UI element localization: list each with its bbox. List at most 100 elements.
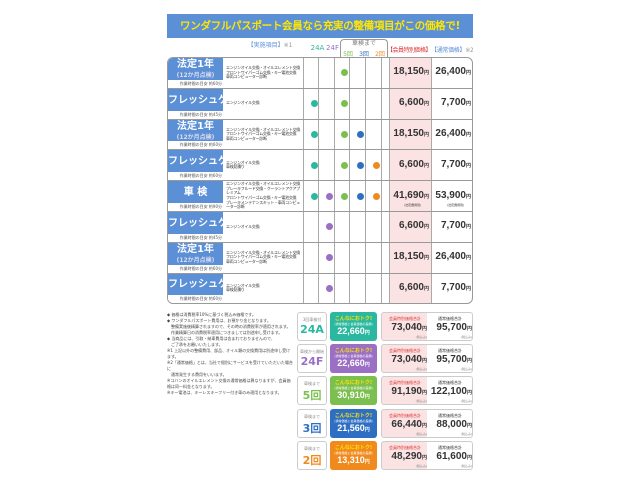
table-row: 法定1年 (12か月点検) 作業時間の目安 約60分 エンジンオイル交換・オイルエレメ… [168, 242, 472, 274]
column-divider [334, 181, 335, 211]
included-dot-24A [311, 192, 318, 200]
normal-total: 61,600円 [428, 451, 472, 462]
table-row: 法定1年 (12か月点検) 作業時間の目安 約60分 エンジンオイル交換・オイルエレメ… [168, 119, 472, 151]
column-divider [389, 212, 390, 242]
yen: 円 [465, 285, 471, 292]
member-total: 91,190円 [383, 386, 427, 397]
member-total: 73,040円 [383, 322, 427, 333]
description-line: 車検見積り [226, 164, 245, 170]
total-box: 会員特別価格合計 73,040円 (税込み) 通常価格合計 95,700円 (税込み) [381, 344, 473, 374]
total-box: 会員特別価格合計 66,440円 (税込み) 通常価格合計 88,000円 (税込み) [381, 408, 473, 438]
column-divider [303, 273, 304, 303]
yen: 円 [465, 131, 471, 138]
description-line: フロントワイパーゴム交換・キー電池交換 [226, 69, 297, 75]
column-divider [318, 273, 319, 303]
header-normal-label: 【通常価格】 [431, 47, 466, 54]
note-line: 整備実施後精算されますので、その時の消費税率が適用されます。 [167, 324, 291, 329]
note-line: 通常発生する費用をいいます。 [167, 372, 227, 377]
column-divider [389, 119, 390, 150]
row-subtitle: (12か月点検) [176, 133, 215, 141]
yen: 円 [465, 70, 471, 77]
total-box: 会員特別価格合計 48,290円 (税込み) 通常価格合計 61,600円 (税込み) [381, 440, 473, 470]
savings-value: 13,310 [337, 454, 365, 465]
row-label: 車 検 [168, 181, 223, 204]
column-divider [303, 212, 304, 242]
included-dot-2 [373, 192, 380, 200]
normal-total-value: 122,100 [430, 386, 467, 398]
column-divider [334, 273, 335, 303]
description-line: エンジンオイル交換・オイルエレメント交換 [226, 65, 300, 70]
row-time: 作業時間の目安 約45分 [168, 110, 223, 119]
yen: 円 [364, 394, 370, 401]
column-divider [431, 150, 432, 181]
column-divider [381, 212, 382, 242]
savings-box: こんなにおトク! (通常価格と会員価格の差額) 22,660円 [330, 344, 377, 374]
row-time: 作業時間の目安 約60分 [168, 79, 223, 88]
plan-label-big: 24A [300, 323, 324, 336]
description-line: 車両コンピューター診断 [226, 74, 267, 80]
member-total: 48,290円 [383, 451, 427, 462]
yen: 円 [466, 326, 472, 332]
member-total-label: 会員特別価格合計 [389, 444, 421, 450]
normal-total-value: 95,700 [436, 354, 467, 366]
normal-total-value: 88,000 [436, 418, 467, 430]
tax-label: (税込み) [460, 463, 472, 468]
column-divider [389, 242, 390, 273]
savings-heading: こんなにおトク! [334, 316, 373, 322]
included-dot-3 [357, 130, 364, 138]
normal-price: 53,900円 [431, 190, 471, 201]
column-divider [389, 58, 390, 88]
normal-price: 26,400円 [431, 251, 471, 262]
header-items-note: ※1 [283, 42, 293, 49]
header-2: 2回 [375, 51, 385, 58]
row-title: 法定1年 [177, 59, 214, 71]
header-until: 車検まで [340, 39, 388, 57]
column-divider [303, 242, 304, 273]
note-line: ※2「通常価格」とは、当社で個別にサービスを受けていただいた場合に [167, 360, 293, 371]
plan-label-big: 2回 [302, 453, 322, 467]
row-label: フレッシュケア [168, 273, 238, 297]
normal-price: 7,700円 [431, 220, 471, 231]
column-divider [349, 58, 350, 88]
member-price: 6,600円 [389, 159, 429, 170]
normal-price-value: 7,700 [440, 281, 466, 293]
included-dot-5 [341, 69, 348, 77]
yen: 円 [423, 70, 429, 77]
row-time: 作業時間の目安 約45分 [168, 233, 223, 242]
column-divider [303, 181, 304, 211]
member-price: 41,690円 [389, 190, 429, 201]
tax-label: (税込み) [415, 463, 427, 468]
column-divider [334, 212, 335, 242]
column-divider [318, 242, 319, 273]
column-divider [349, 212, 350, 242]
member-total-label: 会員特別価格合計 [389, 412, 421, 418]
row-time: 作業時間の目安 約60分 [168, 141, 223, 150]
header-items-label: 【実施項目】 [247, 42, 284, 49]
member-price-bg [389, 150, 431, 181]
member-price-bg [389, 273, 431, 303]
member-price: 18,150円 [389, 251, 429, 262]
column-divider [334, 150, 335, 181]
table-row: フレッシュケア 作業時間の目安 約60分 エンジンオイル交換 車検見積り 6,600円 7… [168, 273, 472, 303]
member-total-value: 48,290 [391, 450, 422, 462]
description-line: 車両コンピューター診断 [226, 135, 267, 141]
included-dot-2 [373, 161, 380, 169]
column-divider [334, 119, 335, 150]
column-divider [431, 273, 432, 303]
column-divider [334, 58, 335, 88]
savings-amount: 22,660円 [330, 326, 377, 336]
member-price-value: 6,600 [398, 97, 424, 109]
description-line: エンジンオイル交換・オイルエレメント交換 [226, 249, 300, 255]
row-time: 作業時間の目安 約60分 [168, 264, 223, 273]
normal-total-value: 61,600 [436, 450, 467, 462]
yen: 円 [364, 362, 370, 369]
yen: 円 [423, 162, 429, 169]
column-divider [334, 88, 335, 119]
normal-price: 7,700円 [431, 159, 471, 170]
savings-sub: (通常価格と会員価格の差額) [334, 418, 373, 423]
included-dot-24A [311, 161, 318, 169]
description-line: フロントワイパーゴム交換・キー電池交換 [226, 131, 297, 137]
yen: 円 [423, 101, 429, 108]
member-price-bg [389, 242, 431, 273]
row-time: 作業時間の目安 約60分 [168, 295, 223, 303]
